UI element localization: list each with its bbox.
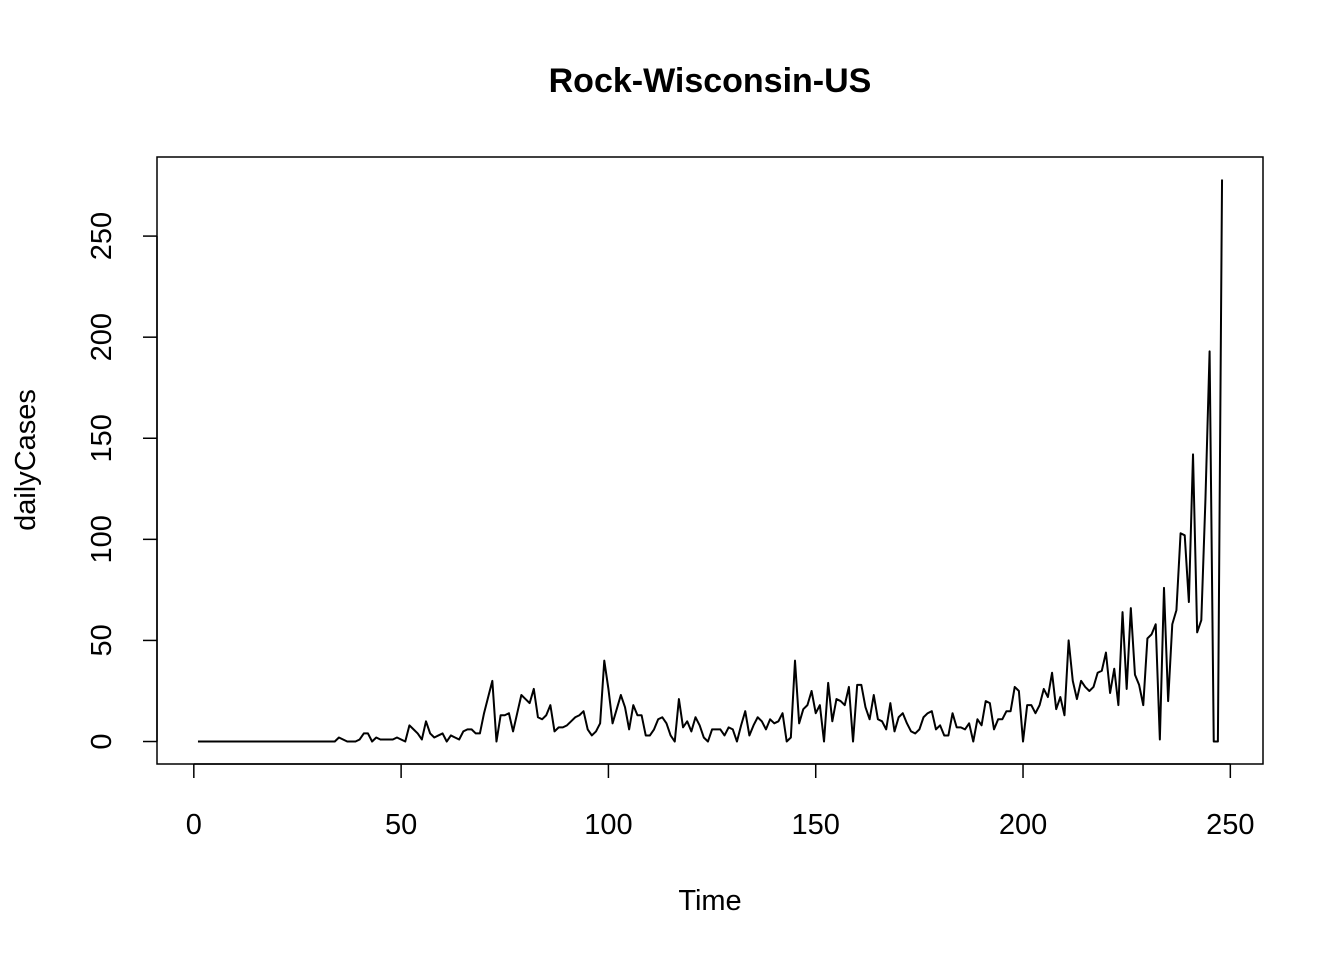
x-tick-label: 150 [792, 809, 840, 841]
y-tick-label: 150 [86, 414, 118, 462]
x-tick-label: 50 [385, 809, 417, 841]
y-tick-label: 0 [86, 733, 118, 749]
x-axis-label: Time [678, 885, 741, 917]
chart-title: Rock-Wisconsin-US [549, 62, 872, 100]
y-tick-label: 50 [86, 624, 118, 656]
y-tick-label: 250 [86, 212, 118, 260]
x-tick-label: 100 [584, 809, 632, 841]
y-axis-label: dailyCases [10, 389, 42, 531]
x-tick-label: 250 [1206, 809, 1254, 841]
x-tick-label: 200 [999, 809, 1047, 841]
y-tick-label: 100 [86, 515, 118, 563]
y-tick-label: 200 [86, 313, 118, 361]
x-tick-label: 0 [186, 809, 202, 841]
data-line [197, 179, 1224, 743]
